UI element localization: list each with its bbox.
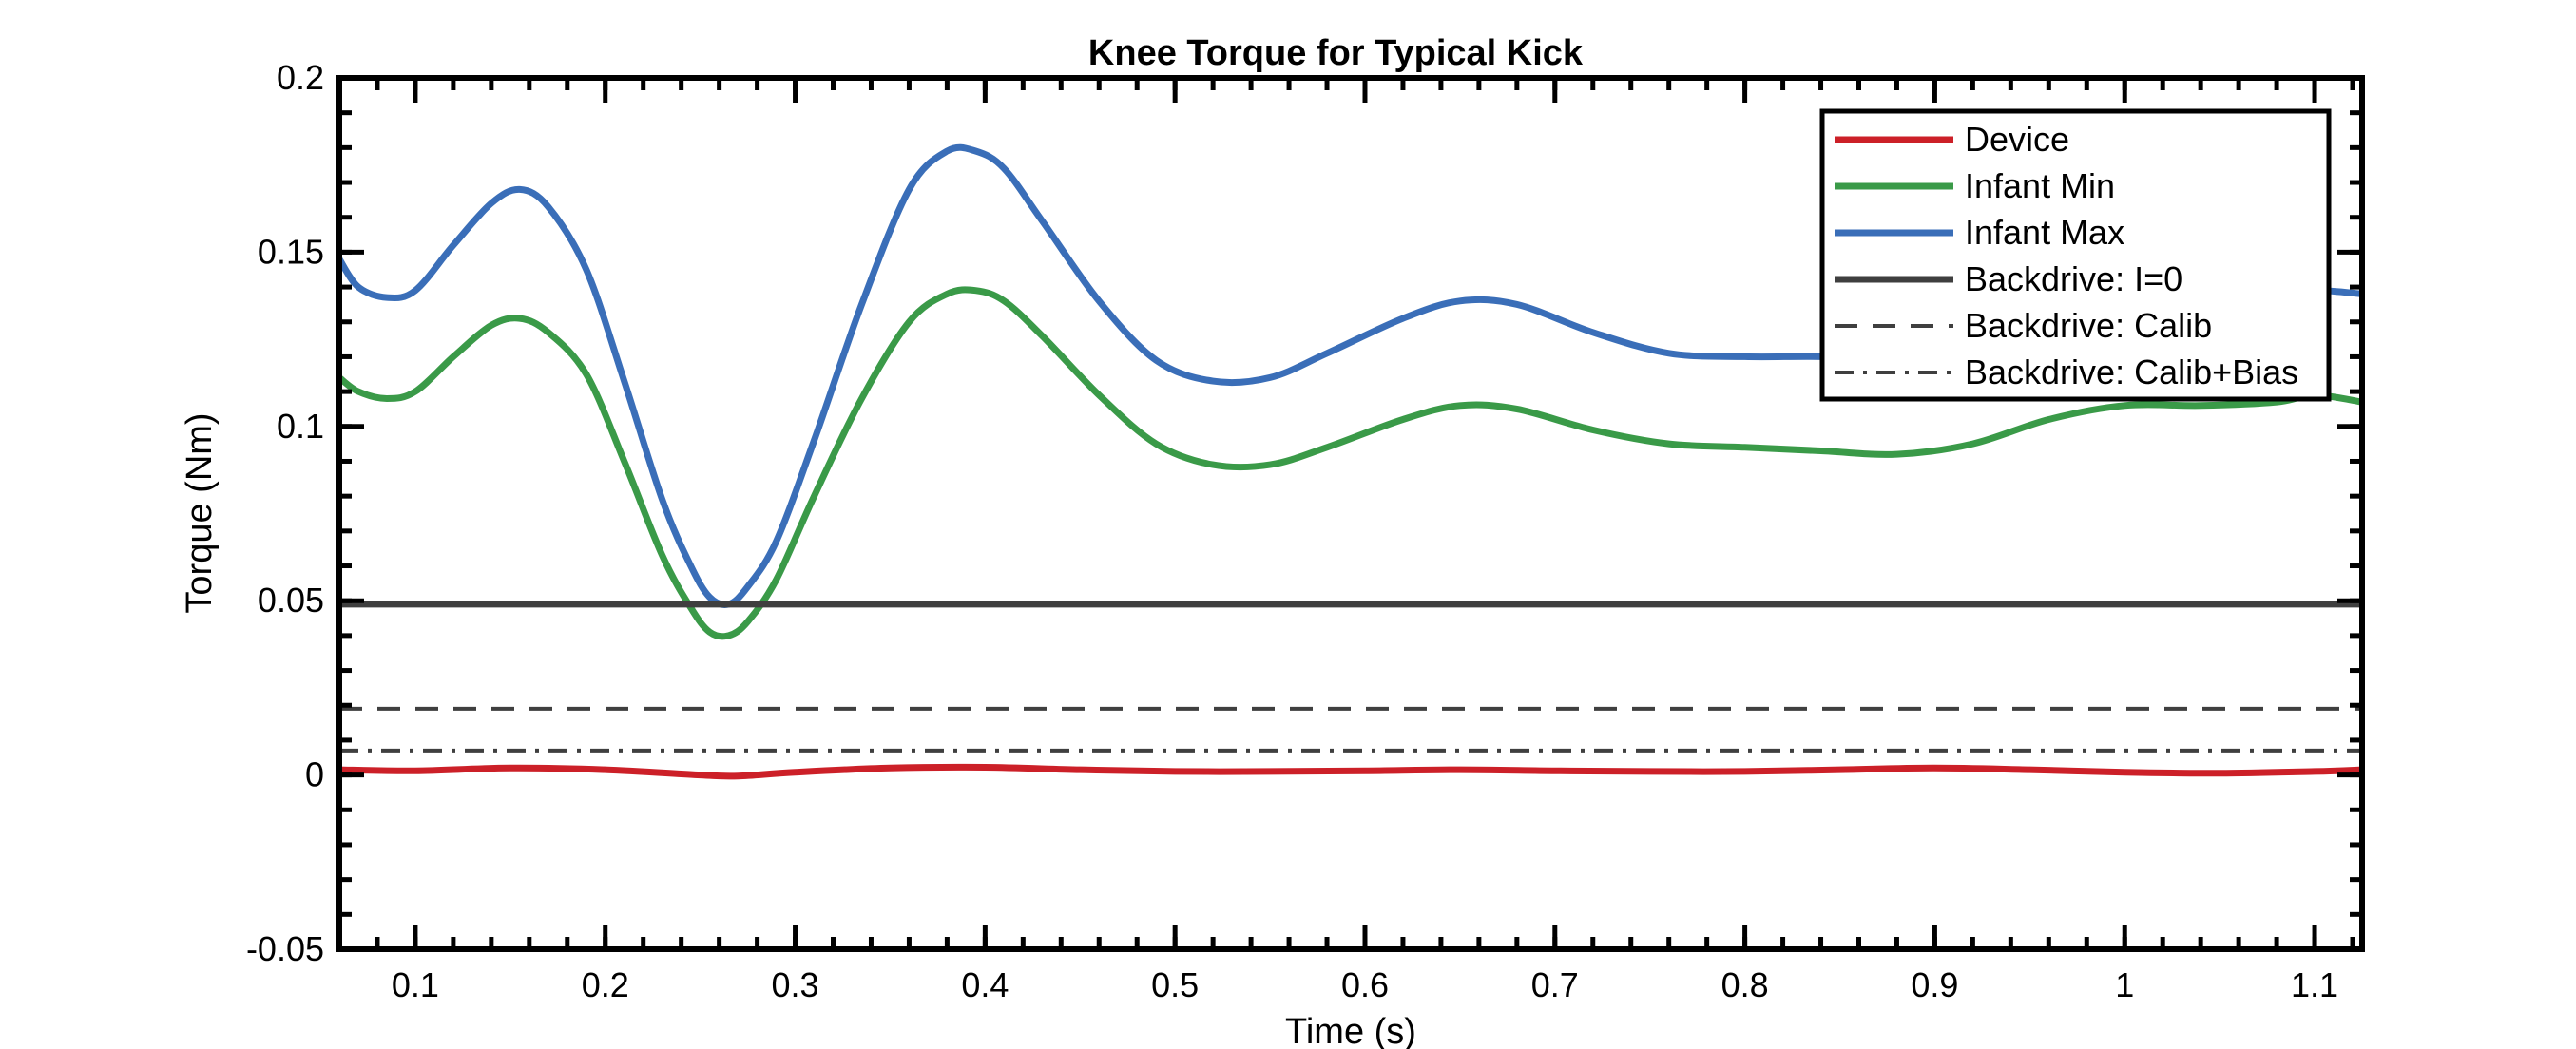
plot-frame [336, 75, 2365, 952]
x-tick-label: 0.1 [392, 965, 439, 1004]
x-tick-label: 0.2 [582, 965, 629, 1004]
y-axis-label: Torque (Nm) [180, 412, 220, 613]
x-tick-label: 0.5 [1151, 965, 1199, 1004]
series-line-0 [339, 763, 2362, 780]
plot-area [339, 143, 2362, 780]
legend-label-4: Backdrive: Calib [1965, 306, 2212, 345]
legend-label-2: Infant Max [1965, 213, 2124, 252]
y-tick-label: -0.05 [246, 929, 324, 968]
legend-label-1: Infant Min [1965, 166, 2115, 205]
y-tick-label: 0.1 [277, 407, 324, 446]
chart-title: Knee Torque for Typical Kick [1088, 33, 1584, 73]
x-tick-label: 0.9 [1911, 965, 1958, 1004]
y-tick-label: 0.15 [258, 232, 324, 271]
series-line-1 [339, 286, 2362, 640]
x-tick-label: 0.8 [1721, 965, 1769, 1004]
tick-labels: 0.1 0.2 0.3 0.4 0.5 0.6 0.7 0.8 0.9 1 1.1 -0.05 0 0.0… [246, 58, 2338, 1004]
x-tick-label: 1 [2115, 965, 2134, 1004]
series-layer [339, 143, 2362, 780]
x-tick-label: 0.7 [1531, 965, 1579, 1004]
y-tick-label: 0.2 [277, 58, 324, 97]
x-tick-label: 0.3 [772, 965, 819, 1004]
y-tick-label: 0 [305, 755, 324, 794]
x-tick-label: 0.4 [961, 965, 1009, 1004]
x-tick-label: 0.6 [1341, 965, 1389, 1004]
legend: Device Infant Min Infant Max Backdrive: I=0… [1819, 108, 2332, 402]
x-axis-label: Time (s) [1285, 1012, 1416, 1049]
y-tick-label: 0.05 [258, 581, 324, 620]
legend-label-0: Device [1965, 120, 2069, 159]
legend-label-3: Backdrive: I=0 [1965, 259, 2182, 298]
legend-label-5: Backdrive: Calib+Bias [1965, 353, 2298, 391]
legend-box [1819, 108, 2332, 402]
x-tick-label: 1.1 [2291, 965, 2338, 1004]
